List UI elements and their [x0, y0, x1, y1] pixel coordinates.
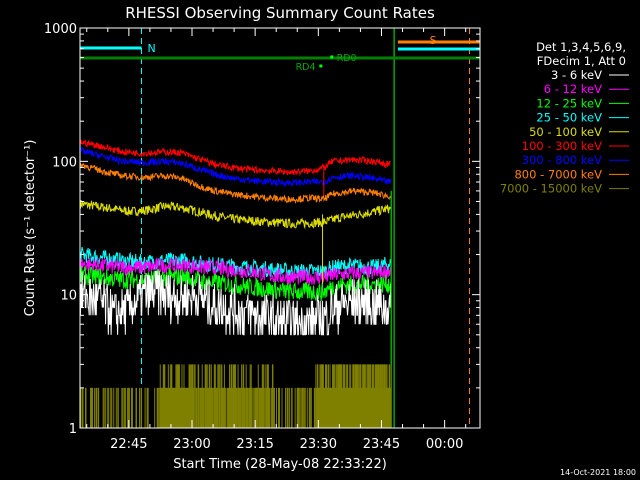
annotation-s: S: [430, 34, 437, 47]
legend-entry-label: 7000 - 15000 keV: [500, 182, 602, 196]
x-tick-label: 23:30: [300, 437, 337, 452]
legend-entry-label: 3 - 6 keV: [551, 68, 602, 82]
legend-entry-label: 300 - 800 keV: [522, 153, 602, 167]
y-axis-label: Count Rate (s⁻¹ detector⁻¹): [23, 140, 38, 317]
y-tick-label: 1: [69, 422, 77, 437]
annotation-n: N: [147, 42, 155, 55]
axes: 1 10 100 1000 22:45 23:00 23:15 23:30 23:45 00:00: [44, 22, 480, 452]
annotation-rd0: RD0: [337, 53, 357, 64]
x-tick-label: 23:45: [363, 437, 400, 452]
y-tick-label: 100: [52, 155, 77, 170]
legend-entry-label: 100 - 300 keV: [522, 139, 602, 153]
x-tick-label: 23:15: [236, 437, 273, 452]
x-tick-label: 22:45: [110, 437, 147, 452]
series-line: [79, 162, 392, 205]
series-line: [79, 266, 392, 301]
legend-entry-label: 50 - 100 keV: [529, 125, 602, 139]
y-tick-label: 10: [60, 289, 77, 304]
rd4-marker: [319, 64, 323, 68]
series-line: [79, 139, 391, 177]
rd0-marker: [330, 55, 334, 59]
legend: Det 1,3,4,5,6,9, FDecim 1, Att 0 3 - 6 k…: [500, 40, 629, 196]
legend-entry-label: 6 - 12 keV: [544, 82, 602, 96]
legend-entry-label: 800 - 7000 keV: [514, 167, 602, 181]
y-tick-label: 1000: [44, 22, 77, 37]
legend-header-line1: Det 1,3,4,5,6,9,: [536, 40, 626, 54]
plot-frame: [79, 27, 481, 429]
series-line: [80, 146, 392, 188]
legend-header-line2: FDecim 1, Att 0: [537, 54, 626, 68]
annotation-rd4: RD4: [296, 62, 316, 73]
legend-entry-label: 12 - 25 keV: [536, 96, 602, 110]
x-tick-label: 23:00: [173, 437, 210, 452]
plot-area: N S RD0 RD4: [79, 28, 480, 428]
x-axis-label: Start Time (28-May-08 22:33:22): [173, 457, 387, 472]
x-tick-label: 00:00: [426, 437, 463, 452]
series-line: [79, 270, 392, 336]
series-line: [79, 257, 392, 286]
series-line: [79, 199, 392, 230]
chart-title: RHESSI Observing Summary Count Rates: [125, 4, 435, 22]
legend-entry-label: 25 - 50 keV: [536, 111, 602, 125]
timestamp: 14-Oct-2021 18:00: [560, 468, 636, 477]
